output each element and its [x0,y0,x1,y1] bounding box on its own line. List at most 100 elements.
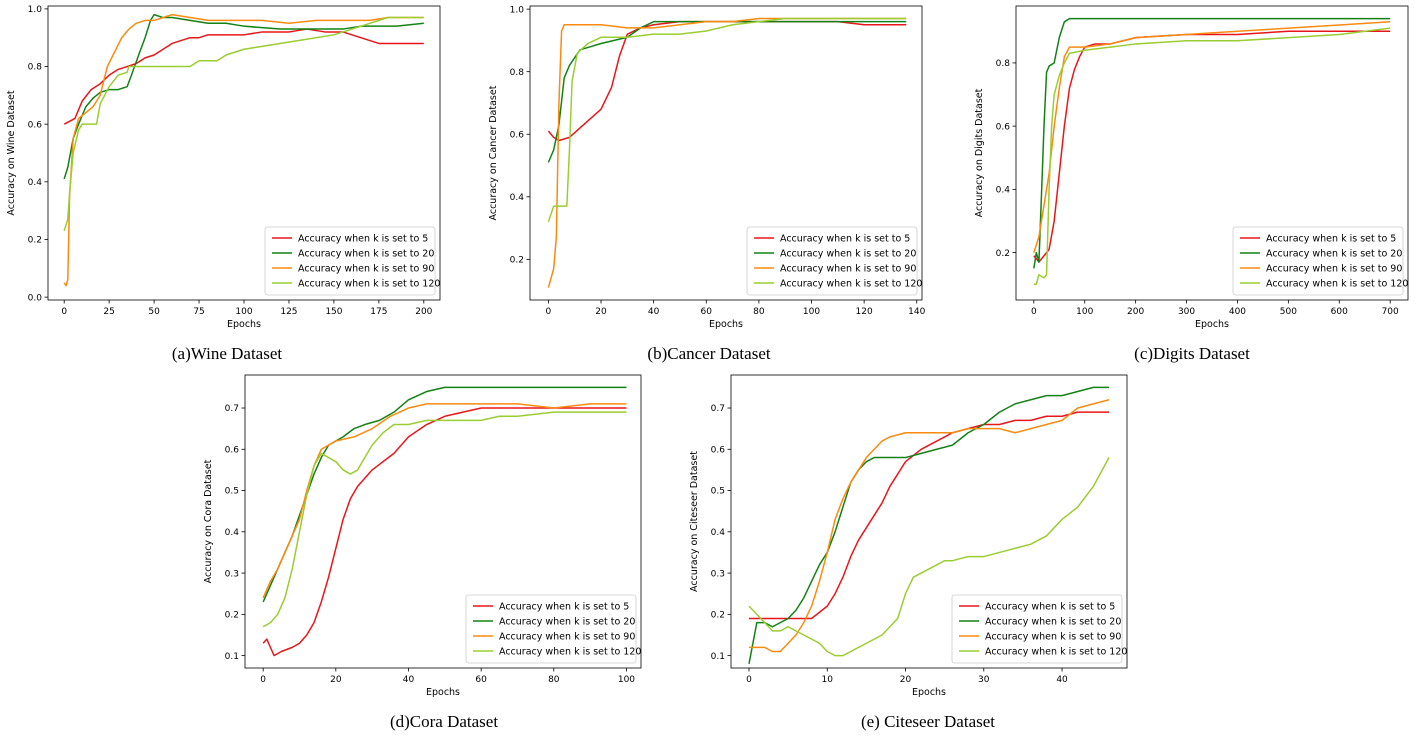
citeseer-series-line-1 [748,386,1109,665]
cancer-x-tick-label: 0 [546,307,552,317]
cancer-series-line-1 [547,20,907,163]
wine-x-tick-label: 125 [280,307,297,317]
caption-cora: (d)Cora Dataset [390,712,498,731]
digits-y-tick-label: 0.8 [996,59,1011,69]
citeseer-y-tick-label: 0.2 [711,611,725,621]
cancer-y-tick-label: 0.2 [510,256,524,266]
cora-y-tick-label: 0.6 [225,445,240,455]
cora-legend-label-0: Accuracy when k is set to 5 [499,601,629,612]
caption-cancer: (b)Cancer Dataset [647,344,770,363]
caption-digits: (c)Digits Dataset [1134,344,1250,363]
citeseer-legend-label-0: Accuracy when k is set to 5 [985,601,1115,612]
panel-digits-plot: 0 100 200 300 400 500 600 700 0.2 0.4 0.6 0.8 Epochs… [974,5,1408,330]
cancer-legend-label-3: Accuracy when k is set to 120 [780,278,922,289]
digits-x-tick-label: 500 [1280,307,1297,317]
citeseer-x-tick-label: 40 [1056,675,1068,685]
digits-legend-label-1: Accuracy when k is set to 20 [1266,248,1402,259]
citeseer-x-tick-label: 0 [746,675,752,685]
digits-y-tick-label: 0.6 [996,122,1011,132]
citeseer-y-tick-label: 0.6 [711,445,726,455]
citeseer-y-tick-label: 0.7 [711,404,725,414]
cancer-series-line-3 [547,17,907,223]
wine-x-tick-label: 175 [370,307,387,317]
wine-legend-label-2: Accuracy when k is set to 90 [298,263,434,274]
digits-x-tick-label: 200 [1127,307,1144,317]
cora-series-line-0 [262,407,627,657]
digits-x-tick-label: 600 [1331,307,1348,317]
cora-legend [465,594,637,664]
wine-x-tick-label: 200 [415,307,432,317]
cancer-y-axis-label: Accuracy on Cancer Dataset [488,85,499,220]
digits-y-tick-label: 0.4 [996,186,1011,196]
citeseer-y-tick-label: 0.5 [711,487,725,497]
wine-series-line-0 [63,28,424,125]
cancer-legend [746,226,918,296]
wine-y-tick-label: 0.0 [28,293,43,303]
digits-x-tick-label: 300 [1178,307,1195,317]
digits-x-tick-label: 400 [1229,307,1246,317]
cora-x-tick-label: 60 [475,675,487,685]
panel-cora: 0 20 40 60 80 100 0.1 0.2 0.3 0.4 0.5 0.6 0.7 Epochs A… [203,374,641,731]
citeseer-y-tick-label: 0.4 [711,528,726,538]
cora-x-tick-label: 20 [330,675,342,685]
digits-x-tick-label: 0 [1031,307,1037,317]
wine-series-line-2 [63,13,424,287]
cancer-x-axis-label: Epochs [709,319,743,330]
citeseer-legend [951,594,1123,664]
wine-x-tick-label: 25 [103,307,114,317]
cancer-legend-label-0: Accuracy when k is set to 5 [780,233,910,244]
digits-legend-label-3: Accuracy when k is set to 120 [1266,278,1408,289]
citeseer-series-line-3 [748,457,1110,657]
citeseer-series-line-2 [749,399,1110,653]
cancer-y-tick-label: 1.0 [510,5,525,15]
digits-legend [1232,226,1404,296]
cora-x-tick-label: 100 [618,675,635,685]
citeseer-y-tick-label: 0.3 [711,569,725,579]
wine-x-axis-label: Epochs [227,319,261,330]
cancer-y-tick-label: 0.4 [510,193,525,203]
cancer-x-tick-label: 140 [908,307,925,317]
panel-wine-plot: 0 25 50 75 100 125 150 175 200 0.0 0.2 0.4 0.6 0.8 1.0… [6,5,440,330]
panel-citeseer: 0 10 20 30 40 0.1 0.2 0.3 0.4 0.5 0.6 0.7 Epochs Accu… [689,374,1127,731]
wine-series-line-3 [63,16,424,232]
citeseer-y-axis-label: Accuracy on Citeseer Dataset [689,451,700,592]
citeseer-legend-label-1: Accuracy when k is set to 20 [985,616,1121,627]
cora-y-tick-label: 0.1 [225,652,239,662]
wine-series-line-1 [63,13,424,180]
citeseer-y-tick-label: 0.1 [711,652,725,662]
citeseer-x-tick-label: 30 [978,675,990,685]
digits-series-line-1 [1033,17,1391,269]
cora-x-axis-label: Epochs [426,687,460,698]
citeseer-legend-label-2: Accuracy when k is set to 90 [985,631,1121,642]
cora-x-tick-label: 80 [548,675,560,685]
cora-y-tick-label: 0.3 [225,569,239,579]
cora-y-tick-label: 0.4 [225,528,240,538]
wine-y-tick-label: 0.4 [28,178,43,188]
cancer-y-tick-label: 0.8 [510,68,525,78]
cora-x-tick-label: 0 [260,675,266,685]
cancer-x-tick-label: 40 [648,307,660,317]
digits-series-line-3 [1033,27,1391,285]
panel-wine: 0 25 50 75 100 125 150 175 200 0.0 0.2 0.4 0.6 0.8 1.0… [6,5,440,363]
panel-digits: 0 100 200 300 400 500 600 700 0.2 0.4 0.6 0.8 Epochs… [974,5,1408,363]
wine-x-tick-label: 0 [61,307,67,317]
wine-x-tick-label: 50 [148,307,160,317]
cancer-legend-label-2: Accuracy when k is set to 90 [780,263,916,274]
cancer-legend-label-1: Accuracy when k is set to 20 [780,248,916,259]
citeseer-legend-label-3: Accuracy when k is set to 120 [985,646,1127,657]
citeseer-x-axis-label: Epochs [912,687,946,698]
cora-series-line-2 [262,403,627,599]
caption-wine: (a)Wine Dataset [172,344,283,363]
wine-x-tick-label: 75 [193,307,204,317]
digits-legend-label-2: Accuracy when k is set to 90 [1266,263,1402,274]
cancer-x-tick-label: 80 [753,307,765,317]
cora-legend-label-1: Accuracy when k is set to 20 [499,616,635,627]
cora-y-tick-label: 0.7 [225,404,239,414]
digits-series-line-0 [1033,30,1391,263]
caption-citeseer: (e) Citeseer Dataset [861,712,995,731]
cora-x-tick-label: 40 [403,675,415,685]
cancer-x-tick-label: 100 [803,307,820,317]
wine-x-tick-label: 150 [325,307,342,317]
digits-x-tick-label: 100 [1076,307,1093,317]
